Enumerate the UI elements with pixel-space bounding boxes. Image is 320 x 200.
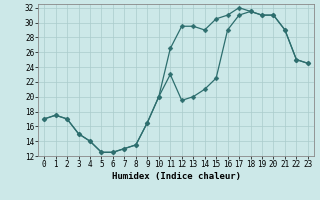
X-axis label: Humidex (Indice chaleur): Humidex (Indice chaleur) [111,172,241,181]
